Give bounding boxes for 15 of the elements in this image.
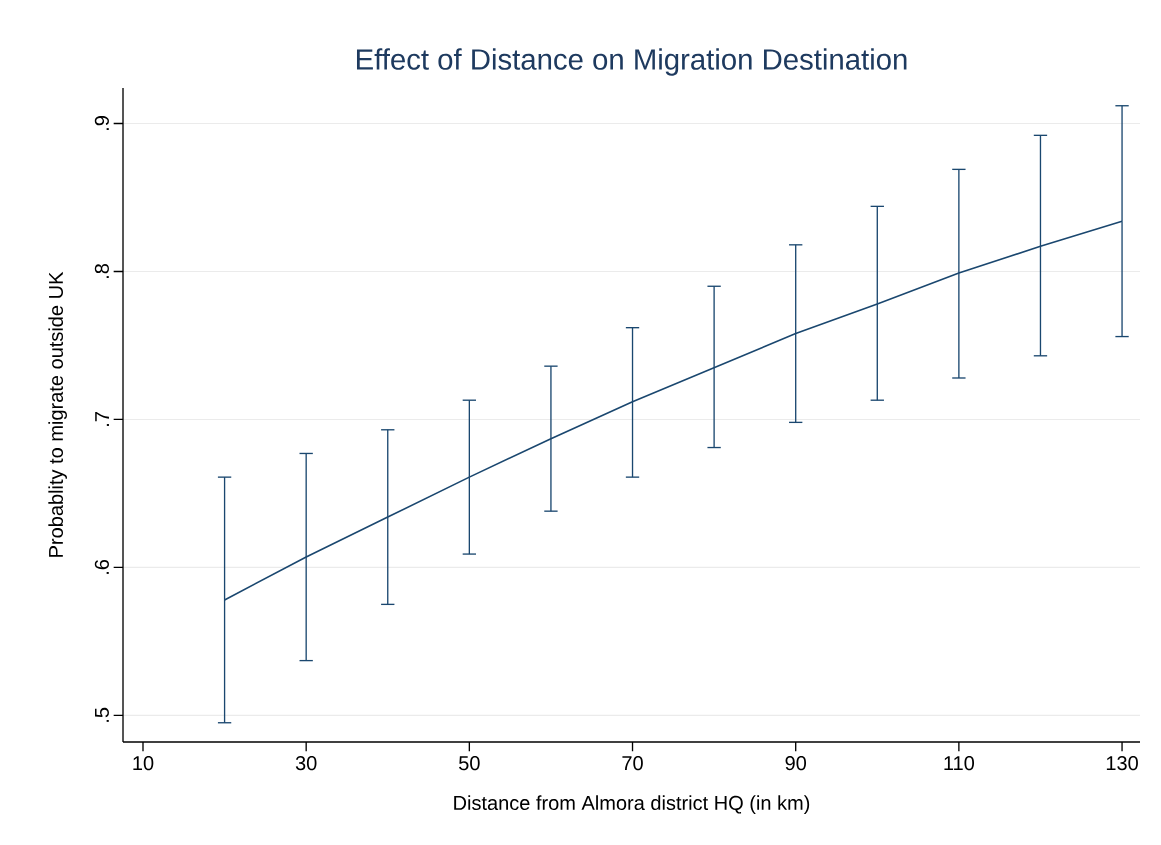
y-tick-label: .5 (95, 707, 109, 722)
x-tick-label: 130 (1106, 756, 1138, 771)
x-tick-label: 90 (785, 756, 807, 771)
x-tick-label: 70 (622, 756, 643, 771)
y-axis-title: Probablity to migrate outside UK (48, 271, 67, 557)
y-tick-label: .7 (95, 412, 109, 426)
y-tick-label: .6 (94, 559, 109, 574)
y-tick-label: .8 (94, 264, 109, 278)
x-tick-label: 10 (133, 756, 154, 771)
x-tick-label: 30 (295, 756, 317, 771)
y-tick-label: .9 (94, 116, 109, 131)
x-axis-title: Distance from Almora district HQ (in km) (454, 795, 810, 814)
x-tick-label: 50 (459, 756, 480, 771)
chart-title: Effect of Distance on Migration Destination (356, 48, 907, 76)
x-tick-label: 110 (944, 756, 975, 771)
